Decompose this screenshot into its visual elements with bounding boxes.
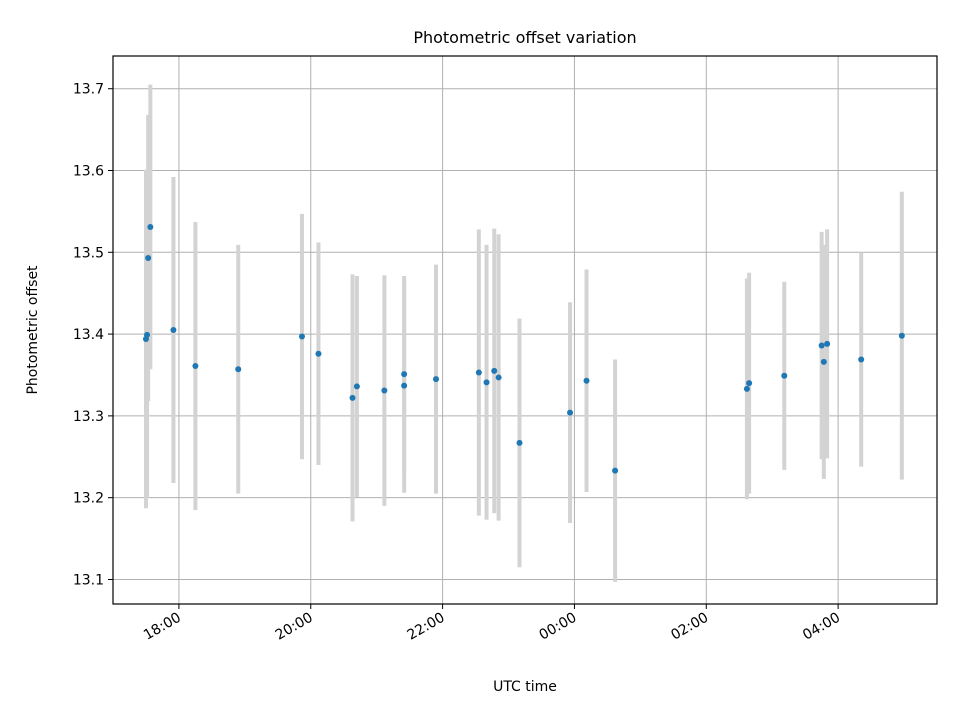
data-point xyxy=(353,383,360,390)
data-point xyxy=(746,380,753,387)
x-tick-label: 04:00 xyxy=(800,610,843,644)
x-axis-ticks: 18:00 20:00 22:00 00:00 02:00 04:00 xyxy=(141,604,843,644)
data-point xyxy=(401,382,408,389)
data-point xyxy=(381,387,388,394)
data-point xyxy=(743,385,750,392)
data-point xyxy=(858,356,865,363)
data-point xyxy=(491,367,498,374)
data-point xyxy=(824,340,831,347)
data-point xyxy=(495,374,502,381)
data-point xyxy=(298,333,305,340)
data-point xyxy=(401,371,408,378)
data-points xyxy=(142,223,905,474)
x-tick-label: 02:00 xyxy=(668,610,711,644)
data-point xyxy=(433,376,440,383)
data-point xyxy=(147,223,154,230)
y-axis-label: Photometric offset xyxy=(25,265,41,395)
grid xyxy=(113,56,937,604)
data-point xyxy=(144,331,151,338)
data-point xyxy=(192,362,199,369)
data-point xyxy=(235,366,242,373)
y-tick-label: 13.3 xyxy=(73,409,104,425)
x-tick-label: 18:00 xyxy=(141,610,184,644)
y-tick-label: 13.5 xyxy=(73,245,104,261)
data-point xyxy=(898,332,905,339)
x-tick-label: 22:00 xyxy=(405,610,448,644)
data-point xyxy=(567,409,574,416)
data-point xyxy=(781,372,788,379)
y-tick-label: 13.7 xyxy=(73,82,104,98)
data-point xyxy=(145,255,152,262)
data-point xyxy=(349,394,356,401)
data-point xyxy=(483,379,490,386)
y-tick-label: 13.2 xyxy=(73,491,104,507)
x-tick-label: 20:00 xyxy=(273,610,316,644)
x-axis-label: UTC time xyxy=(493,679,557,695)
y-tick-label: 13.4 xyxy=(73,327,104,343)
data-point xyxy=(475,369,482,376)
y-axis-ticks: 13.1 13.2 13.3 13.4 13.5 13.6 13.7 xyxy=(73,82,113,588)
chart-title: Photometric offset variation xyxy=(413,28,636,47)
data-point xyxy=(583,377,590,384)
x-tick-label: 00:00 xyxy=(536,610,579,644)
data-point xyxy=(516,439,523,446)
errorbars xyxy=(143,84,904,582)
data-point xyxy=(818,342,825,349)
data-point xyxy=(820,358,827,365)
data-point xyxy=(612,467,619,474)
plot-frame xyxy=(112,55,938,605)
data-point xyxy=(315,350,322,357)
y-tick-label: 13.6 xyxy=(73,164,104,180)
y-tick-label: 13.1 xyxy=(73,572,104,588)
data-point xyxy=(170,327,177,333)
